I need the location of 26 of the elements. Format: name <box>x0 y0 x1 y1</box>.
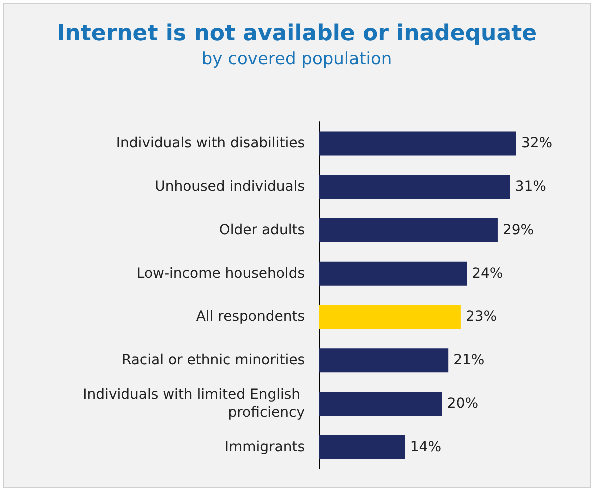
data-label: 29% <box>502 222 534 238</box>
data-label: 21% <box>454 352 485 369</box>
bar <box>319 305 461 330</box>
y-tick-label: All respondents <box>196 309 305 326</box>
chart-title: Internet is not available or inadequate <box>56 22 538 46</box>
y-tick-label: Unhoused individuals <box>155 179 305 196</box>
data-label: 24% <box>472 266 504 282</box>
bar <box>319 435 406 460</box>
chart-subtitle: by covered population <box>202 50 392 70</box>
y-tick-label: Racial or ethnic minorities <box>122 352 305 369</box>
y-tick-label: Immigrants <box>224 439 305 456</box>
y-tick-label: Older adults <box>219 222 305 238</box>
y-tick-label: Individuals with disabilities <box>116 136 305 152</box>
bar <box>319 262 468 286</box>
y-tick-label: Individuals with limited English proficiency <box>83 386 305 421</box>
data-label: 20% <box>447 396 479 412</box>
bar <box>319 392 442 416</box>
bar <box>319 348 449 373</box>
bar <box>319 218 498 242</box>
y-tick-label: Low-income households <box>136 266 305 282</box>
data-label: 32% <box>521 136 553 152</box>
data-label: 31% <box>515 179 546 196</box>
bar <box>319 175 510 200</box>
data-label: 14% <box>410 439 442 456</box>
data-label: 23% <box>466 309 498 326</box>
bar <box>319 132 516 156</box>
